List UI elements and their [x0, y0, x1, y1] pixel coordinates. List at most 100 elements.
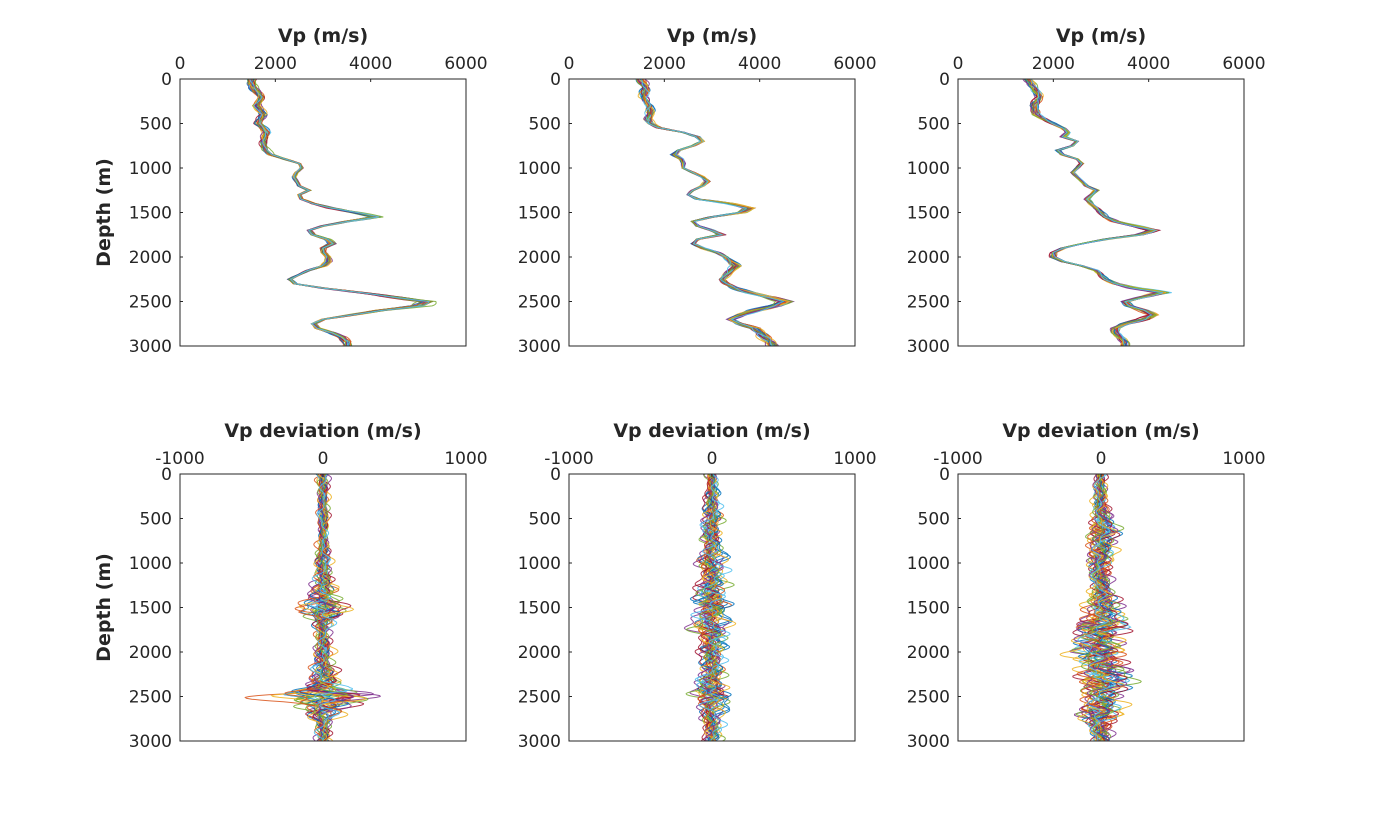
y-tick-label: 3000 [129, 732, 172, 752]
realization-curve [636, 79, 782, 346]
realization-curve [251, 79, 427, 346]
y-tick-label: 1500 [129, 204, 172, 224]
realization-curve [637, 79, 781, 346]
y-tick-label: 2500 [907, 293, 950, 313]
y-tick-label: 2000 [907, 643, 950, 663]
x-tick-label: -1000 [544, 449, 593, 469]
x-tick-label: 1000 [1222, 449, 1265, 469]
y-tick-label: 2500 [518, 688, 561, 708]
y-tick-label: 500 [529, 115, 561, 135]
y-tick-label: 1500 [518, 599, 561, 619]
realization-curve [309, 474, 353, 741]
realization-curve [248, 79, 427, 346]
y-tick-label: 1500 [129, 599, 172, 619]
realization-curve [252, 79, 428, 346]
y-tick-label: 1000 [518, 159, 561, 179]
realization-curve [640, 79, 784, 346]
realization-curve [249, 79, 427, 346]
realization-curve [247, 79, 421, 346]
realization-curve [248, 79, 424, 346]
realization-curve [640, 79, 784, 346]
realization-curve [251, 79, 427, 346]
y-tick-label: 2000 [129, 248, 172, 268]
axes-frame [568, 78, 856, 347]
y-tick-label: 1000 [129, 159, 172, 179]
y-tick-label: 3000 [129, 337, 172, 357]
y-tick-label: 1500 [518, 204, 561, 224]
realization-curve [251, 79, 427, 346]
realization-curve [248, 79, 429, 346]
realization-curve [640, 79, 785, 346]
realization-curve [251, 79, 432, 346]
y-tick-label: 1500 [907, 599, 950, 619]
ensemble-curves [246, 79, 437, 346]
realization-curve [637, 79, 791, 346]
y-tick-label: 3000 [907, 732, 950, 752]
realization-curve [250, 79, 428, 346]
y-tick-label: 1000 [907, 159, 950, 179]
panel-vp-1: 0 2000 4000 6000 0 500 1000 1500 2000 2500 3000 Vp … [93, 25, 488, 357]
realization-curve [246, 79, 424, 346]
realization-curve [250, 79, 437, 346]
y-tick-label: 1500 [907, 204, 950, 224]
realization-curve [249, 79, 420, 346]
x-tick-label: 0 [564, 54, 575, 74]
realization-curve [250, 79, 425, 346]
x-tick-label: 1000 [833, 449, 876, 469]
x-tick-label: 4000 [1127, 54, 1170, 74]
x-tick-label: 0 [175, 54, 186, 74]
realization-curve [638, 79, 784, 346]
y-tick-label: 500 [140, 115, 172, 135]
realization-curve [253, 79, 433, 346]
realization-curve [639, 79, 783, 346]
realization-curve [251, 79, 425, 346]
y-tick-label: 2000 [129, 643, 172, 663]
realization-curve [247, 79, 423, 346]
y-tick-label: 2500 [129, 688, 172, 708]
x-tick-label: 0 [707, 449, 718, 469]
x-axis-title: Vp (m/s) [1056, 25, 1146, 47]
x-axis-title: Vp (m/s) [278, 25, 368, 47]
realization-curve [1073, 474, 1128, 741]
realization-curve [639, 79, 786, 346]
realization-curve [640, 79, 783, 346]
realization-curve [639, 79, 786, 346]
x-axis-title: Vp deviation (m/s) [613, 420, 810, 442]
ensemble-curves [635, 79, 795, 346]
y-tick-label: 1000 [518, 554, 561, 574]
x-axis-title: Vp deviation (m/s) [224, 420, 421, 442]
realization-curve [248, 79, 428, 346]
x-tick-label: 6000 [1222, 54, 1265, 74]
realization-curve [639, 79, 788, 346]
x-tick-label: 1000 [444, 449, 487, 469]
realization-curve [1076, 474, 1128, 741]
realization-curve [690, 474, 733, 741]
realization-curve [637, 79, 780, 346]
y-tick-label: 500 [918, 115, 950, 135]
y-tick-label: 3000 [518, 732, 561, 752]
realization-curve [252, 79, 434, 346]
x-tick-label: 4000 [738, 54, 781, 74]
realization-curve [1028, 79, 1163, 346]
y-tick-label: 0 [550, 70, 561, 90]
realization-curve [253, 79, 433, 346]
realization-curve [251, 79, 432, 346]
realization-curve [253, 79, 428, 346]
realization-curve [284, 474, 343, 741]
y-tick-label: 2500 [907, 688, 950, 708]
y-axis-title: Depth (m) [93, 158, 115, 267]
panel-vp-2: 0 2000 4000 6000 0 500 1000 1500 2000 2500 3000 Vp … [518, 25, 877, 357]
y-tick-label: 500 [918, 510, 950, 530]
realization-curve [248, 79, 429, 346]
realization-curve [248, 79, 427, 346]
realization-curve [639, 79, 784, 346]
realization-curve [1030, 79, 1164, 346]
realization-curve [639, 79, 788, 346]
realization-curve [307, 474, 368, 741]
realization-curve [638, 79, 786, 346]
realization-curve [1080, 474, 1114, 741]
y-axis-title: Depth (m) [93, 553, 115, 662]
